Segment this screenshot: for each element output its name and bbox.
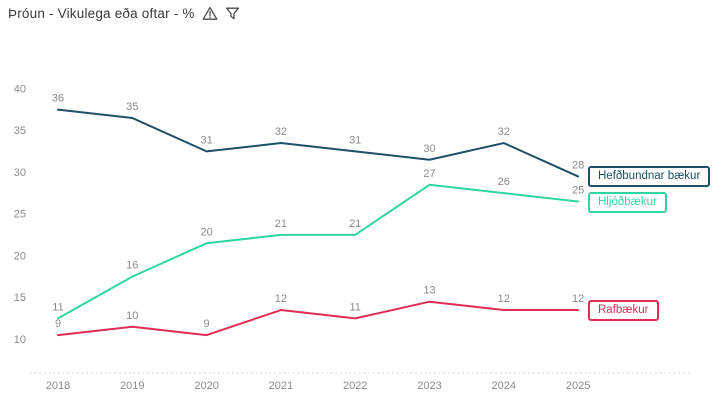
data-label: 35: [126, 101, 138, 113]
data-label: 28: [572, 159, 584, 171]
data-label: 27: [423, 168, 435, 180]
series-line: [57, 183, 580, 320]
data-label: 16: [126, 260, 138, 272]
x-tick-label: 2025: [566, 380, 590, 392]
x-tick-label: 2019: [120, 380, 144, 392]
series-line: [57, 300, 580, 337]
data-label: 13: [423, 285, 435, 297]
x-tick-label: 2024: [492, 380, 516, 392]
data-label: 25: [572, 185, 584, 197]
chart-header: Þróun - Vikulega eða oftar - %: [8, 6, 240, 21]
y-tick-label: 20: [14, 250, 26, 262]
data-label: 31: [349, 134, 361, 146]
data-label: 9: [55, 318, 61, 330]
x-tick-label: 2021: [269, 380, 293, 392]
data-label: 12: [572, 293, 584, 305]
data-label: 20: [200, 226, 212, 238]
data-label: 12: [498, 293, 510, 305]
y-tick-label: 40: [14, 83, 26, 95]
legend-traditional-books[interactable]: Hefðbundnar bækur: [588, 166, 711, 187]
y-tick-label: 30: [14, 167, 26, 179]
legend-ebooks[interactable]: Rafbækur: [588, 300, 659, 321]
filter-icon[interactable]: [225, 6, 240, 21]
data-label: 10: [126, 310, 138, 322]
data-label: 36: [52, 93, 64, 105]
y-tick-label: 10: [14, 334, 26, 346]
data-label: 12: [275, 293, 287, 305]
data-label: 21: [349, 218, 361, 230]
legend-audiobooks[interactable]: Hljóðbækur: [588, 192, 667, 213]
x-tick-label: 2023: [417, 380, 441, 392]
data-label: 31: [200, 134, 212, 146]
data-label: 9: [204, 318, 210, 330]
warning-icon[interactable]: [202, 6, 218, 21]
data-label: 26: [498, 176, 510, 188]
data-label: 11: [52, 301, 63, 313]
chart-title: Þróun - Vikulega eða oftar - %: [8, 6, 195, 21]
x-tick-label: 2020: [194, 380, 218, 392]
data-label: 32: [498, 126, 510, 138]
x-tick-label: 2022: [343, 380, 367, 392]
x-tick-label: 2018: [46, 380, 70, 392]
data-label: 30: [423, 143, 435, 155]
data-label: 11: [349, 301, 360, 313]
y-tick-label: 25: [14, 209, 26, 221]
data-label: 21: [275, 218, 287, 230]
data-label: 32: [275, 126, 287, 138]
y-tick-label: 35: [14, 125, 26, 137]
series-line: [57, 108, 580, 178]
y-tick-label: 15: [14, 292, 26, 304]
